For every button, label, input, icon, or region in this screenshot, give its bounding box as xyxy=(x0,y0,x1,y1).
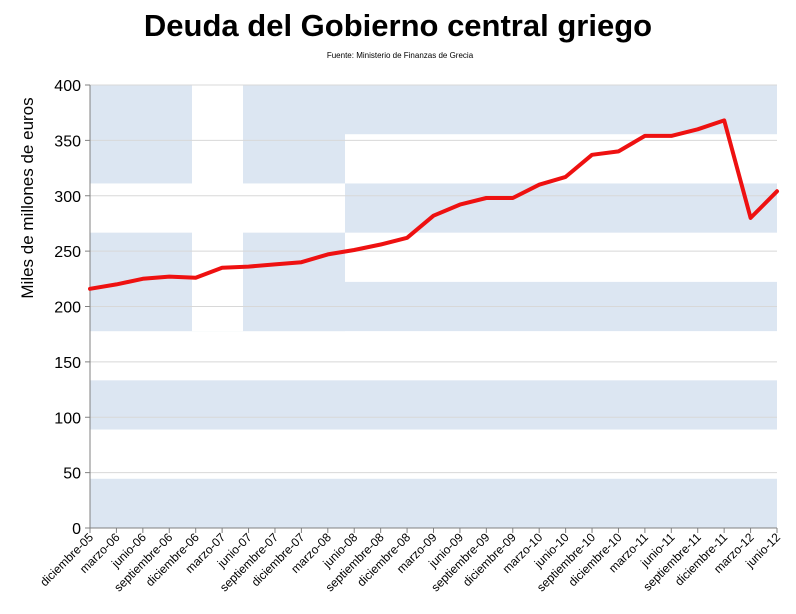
flag-background xyxy=(90,85,777,529)
y-tick-label: 100 xyxy=(54,410,81,427)
flag-stripe xyxy=(90,429,777,480)
y-axis-label: Miles de millones de euros xyxy=(18,97,37,298)
y-tick-label: 300 xyxy=(54,189,81,206)
flag-stripe xyxy=(90,331,777,381)
flag-stripe xyxy=(90,478,777,529)
axes xyxy=(85,84,778,533)
data-series xyxy=(88,118,779,291)
chart-title: Deuda del Gobierno central griego xyxy=(143,8,653,43)
y-tick-labels: 0 50 100 150 200 250 300 350 400 xyxy=(54,78,81,538)
y-tick-label: 0 xyxy=(72,521,81,538)
y-tick-label: 250 xyxy=(54,244,81,261)
y-tick-label: 150 xyxy=(54,355,81,372)
x-tick-labels: diciembre-05marzo-06junio-06septiembre-0… xyxy=(37,530,783,594)
flag-stripe xyxy=(90,380,777,431)
gridlines xyxy=(90,84,777,474)
y-tick-label: 400 xyxy=(54,78,81,95)
y-tick-label: 200 xyxy=(54,300,81,317)
y-tick-label: 50 xyxy=(63,466,81,483)
chart-subtitle: Fuente: Ministerio de Finanzas de Grecia xyxy=(326,51,474,60)
y-tick-label: 350 xyxy=(54,133,81,150)
flag-cross-vertical xyxy=(192,85,243,332)
